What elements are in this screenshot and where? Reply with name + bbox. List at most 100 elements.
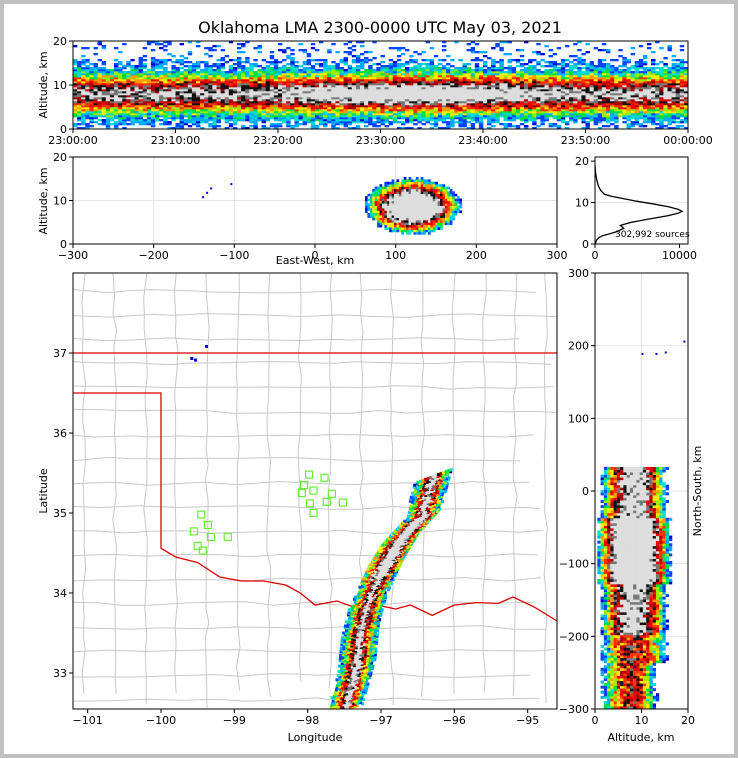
altitude-time-cell	[331, 71, 336, 74]
altitude-time-cell	[269, 67, 275, 70]
altitude-time-cell	[134, 115, 139, 118]
altitude-time-cell	[335, 121, 340, 124]
altitude-time-cell	[663, 57, 668, 60]
altitude-time-cell	[73, 79, 78, 82]
altitude-time-cell	[569, 105, 574, 108]
altitude-time-cell	[589, 91, 594, 94]
altitude-time-cell	[347, 51, 353, 54]
altitude-time-cell	[577, 101, 582, 104]
altitude-time-cell	[638, 113, 644, 116]
altitude-time-cell	[150, 103, 156, 106]
altitude-time-cell	[368, 51, 373, 54]
altitude-time-cell	[601, 81, 607, 84]
altitude-time-cell	[253, 121, 258, 124]
altitude-time-cell	[257, 93, 262, 96]
altitude-time-cell	[565, 77, 570, 80]
altitude-time-cell	[138, 107, 143, 110]
altitude-time-cell	[614, 79, 619, 82]
altitude-time-cell	[491, 103, 496, 106]
altitude-time-cell	[679, 89, 685, 92]
altitude-time-cell	[638, 91, 644, 94]
altitude-time-cell	[101, 91, 107, 94]
altitude-time-cell	[155, 81, 160, 84]
altitude-time-cell	[216, 109, 221, 112]
altitude-time-cell	[606, 49, 611, 52]
altitude-time-cell	[614, 127, 619, 130]
altitude-time-cell	[446, 63, 451, 66]
altitude-time-cell	[384, 109, 389, 112]
altitude-time-cell	[638, 99, 644, 102]
altitude-time-cell	[81, 109, 86, 112]
altitude-ew-cell	[389, 205, 392, 209]
altitude-time-cell	[679, 95, 685, 98]
altitude-time-cell	[101, 63, 107, 66]
altitude-time-cell	[351, 97, 357, 100]
altitude-time-cell	[191, 107, 197, 110]
altitude-time-cell	[478, 107, 484, 110]
altitude-time-cell	[237, 61, 242, 64]
altitude-time-cell	[556, 75, 562, 78]
altitude-time-cell	[228, 109, 234, 112]
altitude-time-cell	[462, 115, 467, 118]
altitude-time-cell	[109, 123, 115, 126]
altitude-time-cell	[372, 89, 377, 92]
altitude-ew-cell	[372, 196, 375, 199]
altitude-time-cell	[601, 107, 607, 110]
altitude-time-cell	[642, 115, 648, 118]
altitude-time-cell	[298, 71, 303, 74]
altitude-time-cell	[667, 85, 672, 88]
altitude-time-cell	[376, 81, 381, 84]
altitude-time-cell	[429, 127, 435, 130]
altitude-time-cell	[89, 89, 94, 92]
altitude-time-cell	[437, 101, 443, 104]
altitude-ew-cell	[369, 198, 373, 202]
altitude-time-cell	[536, 103, 541, 106]
altitude-time-cell	[585, 75, 590, 78]
altitude-time-cell	[200, 117, 205, 120]
altitude-time-cell	[327, 99, 332, 102]
altitude-ew-cell	[372, 212, 375, 216]
altitude-time-cell	[343, 81, 348, 84]
altitude-time-cell	[150, 69, 156, 72]
altitude-time-cell	[114, 127, 119, 130]
altitude-time-cell	[442, 45, 447, 48]
altitude-time-cell	[606, 107, 611, 110]
altitude-time-cell	[77, 69, 82, 72]
altitude-time-cell	[134, 119, 139, 122]
altitude-time-cell	[593, 77, 599, 80]
altitude-ew-cell	[369, 215, 373, 218]
altitude-time-cell	[671, 87, 676, 90]
altitude-time-cell	[450, 103, 455, 106]
altitude-time-cell	[610, 111, 615, 114]
altitude-time-cell	[548, 111, 553, 114]
altitude-time-cell	[622, 87, 627, 90]
altitude-time-cell	[261, 75, 266, 78]
altitude-time-cell	[216, 107, 221, 110]
altitude-time-cell	[179, 55, 184, 58]
altitude-time-cell	[593, 73, 599, 76]
altitude-time-cell	[565, 75, 570, 78]
altitude-time-cell	[569, 65, 574, 68]
altitude-time-cell	[339, 71, 344, 74]
altitude-time-cell	[622, 63, 627, 66]
altitude-time-cell	[191, 91, 197, 94]
altitude-time-cell	[466, 115, 471, 118]
altitude-time-cell	[577, 59, 582, 62]
altitude-time-cell	[146, 123, 152, 126]
altitude-time-cell	[351, 127, 357, 130]
altitude-ew-cell	[389, 200, 392, 204]
altitude-time-cell	[360, 59, 365, 62]
altitude-time-cell	[458, 69, 463, 72]
altitude-time-cell	[614, 99, 619, 102]
altitude-time-cell	[524, 83, 529, 86]
altitude-time-cell	[179, 103, 184, 106]
altitude-time-cell	[228, 115, 234, 118]
altitude-time-cell	[606, 63, 611, 66]
altitude-time-cell	[532, 119, 537, 122]
altitude-time-cell	[93, 73, 98, 76]
altitude-time-cell	[478, 123, 484, 126]
altitude-time-cell	[651, 69, 656, 72]
altitude-time-cell	[610, 71, 615, 74]
altitude-time-cell	[97, 85, 102, 88]
altitude-ew-cell	[379, 217, 383, 221]
